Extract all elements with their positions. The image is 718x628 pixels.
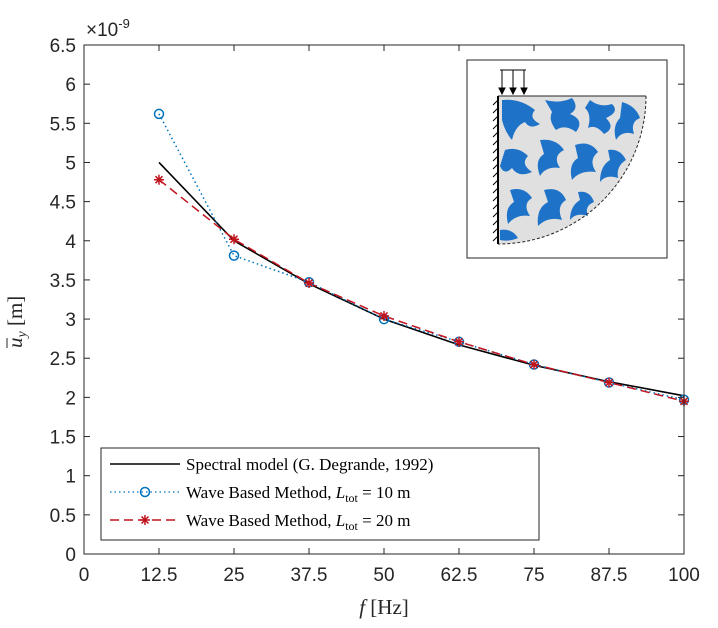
y-tick-label: 3 bbox=[65, 310, 76, 331]
svg-text:uy [m]: uy [m] bbox=[3, 296, 30, 348]
y-tick-label: 4 bbox=[65, 232, 76, 253]
data-point-asterisk bbox=[304, 278, 314, 289]
data-point-asterisk bbox=[529, 359, 539, 370]
data-point-asterisk bbox=[379, 310, 389, 321]
x-tick-label: 62.5 bbox=[441, 565, 478, 586]
quarter-circle-porous-domain-with-load-icon bbox=[492, 69, 647, 245]
y-tick-label: 6 bbox=[65, 75, 76, 96]
legend-label-wbm-10m: Wave Based Method, Ltot = 10 m bbox=[186, 483, 410, 505]
y-axis-exponent-label: ×10-9 bbox=[86, 16, 130, 41]
series-lines bbox=[158, 113, 685, 403]
axis-ticks: 0 12.5 25 37.5 50 62.5 75 87.5 100 0 0.5 1 1.5 2 2.5 3 3… bbox=[50, 36, 700, 586]
y-tick-label: 2 bbox=[65, 388, 76, 409]
x-tick-label: 100 bbox=[668, 565, 700, 586]
x-tick-label: 12.5 bbox=[141, 565, 178, 586]
x-tick-label: 50 bbox=[373, 565, 394, 586]
y-tick-label: 5 bbox=[65, 153, 76, 174]
inset-wall-hatching bbox=[492, 99, 499, 242]
data-point-asterisk bbox=[154, 174, 164, 185]
x-tick-label: 0 bbox=[79, 565, 90, 586]
y-axis-label: uy [m] bbox=[3, 296, 30, 348]
y-tick-label: 0.5 bbox=[50, 506, 76, 527]
legend-label-wbm-20m: Wave Based Method, Ltot = 20 m bbox=[186, 511, 410, 533]
legend-item-wbm-20m: Wave Based Method, Ltot = 20 m bbox=[110, 511, 410, 533]
x-tick-label: 87.5 bbox=[591, 565, 628, 586]
legend-swatch-wbm-10m-marker bbox=[139, 486, 151, 498]
x-tick-label: 25 bbox=[223, 565, 244, 586]
y-tick-label: 3.5 bbox=[50, 271, 76, 292]
data-point-asterisk bbox=[454, 336, 464, 347]
y-tick-label: 0 bbox=[65, 545, 76, 566]
y-tick-label: 5.5 bbox=[50, 114, 76, 135]
y-tick-label: 2.5 bbox=[50, 349, 76, 370]
data-point-asterisk bbox=[229, 234, 239, 245]
x-tick-label: 37.5 bbox=[291, 565, 328, 586]
x-tick-label: 75 bbox=[523, 565, 544, 586]
legend-swatch-wbm-20m-marker bbox=[140, 515, 150, 525]
data-point-circle bbox=[153, 108, 165, 120]
y-tick-label: 1.5 bbox=[50, 428, 76, 449]
y-tick-label: 1 bbox=[65, 467, 76, 488]
legend: Spectral model (G. Degrande, 1992) Wave … bbox=[100, 447, 540, 541]
inset-figure bbox=[466, 59, 668, 259]
legend-item-spectral-model: Spectral model (G. Degrande, 1992) bbox=[110, 455, 433, 474]
inset-inclusions bbox=[500, 98, 640, 241]
y-tick-label: 6.5 bbox=[50, 36, 76, 57]
data-point-asterisk bbox=[604, 377, 614, 388]
legend-label-spectral-model: Spectral model (G. Degrande, 1992) bbox=[186, 455, 433, 474]
inset-curved-boundary bbox=[497, 95, 647, 245]
x-axis-label: f [Hz] bbox=[359, 595, 409, 619]
y-tick-label: 4.5 bbox=[50, 193, 76, 214]
legend-item-wbm-10m: Wave Based Method, Ltot = 10 m bbox=[110, 483, 410, 505]
series-line-0 bbox=[158, 161, 685, 397]
inset-load-arrows-icon bbox=[498, 69, 528, 96]
data-point-circle bbox=[228, 250, 240, 261]
